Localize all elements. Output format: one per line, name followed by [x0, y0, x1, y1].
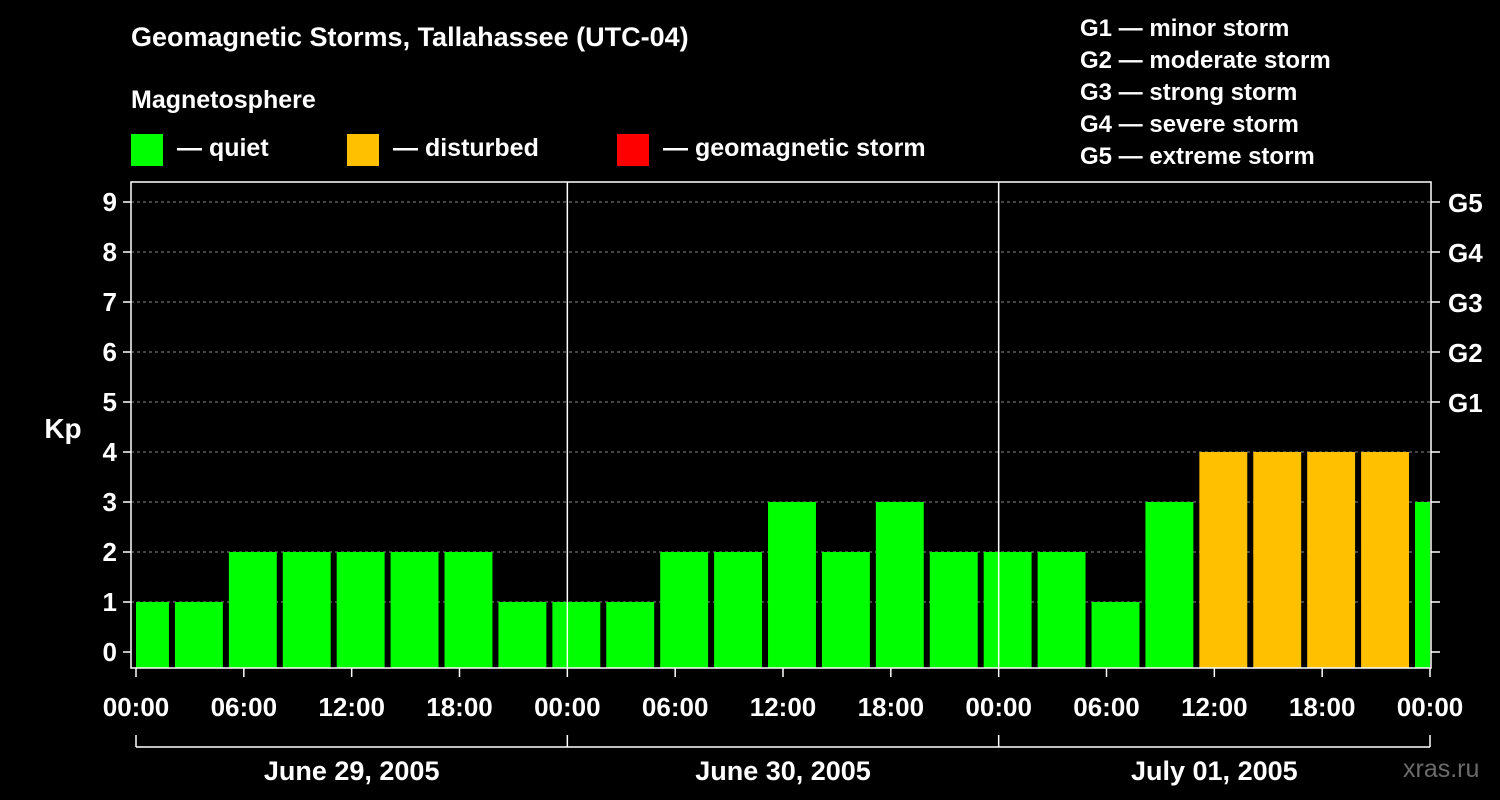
y-tick-label-1: 1: [103, 587, 117, 617]
y-tick-label-8: 8: [103, 237, 117, 267]
x-tick-label-8: 00:00: [965, 692, 1032, 722]
plot-frame: [130, 181, 1432, 669]
y-tick-label-5: 5: [103, 387, 117, 417]
bar-15: [929, 552, 978, 668]
chart-title: Geomagnetic Storms, Tallahassee (UTC-04): [131, 22, 689, 52]
bar-16: [983, 552, 1032, 668]
storm-level-g5: G5 — extreme storm: [1080, 143, 1315, 170]
x-tick-label-4: 00:00: [534, 692, 601, 722]
x-tick-label-11: 18:00: [1289, 692, 1356, 722]
legend-label-storm: — geomagnetic storm: [663, 134, 926, 162]
bar-9: [606, 602, 655, 668]
bar-5: [390, 552, 439, 668]
g-level-label-g4: G4: [1448, 238, 1483, 268]
y-tick-label-2: 2: [103, 537, 117, 567]
bar-8: [552, 602, 601, 668]
legend-label-disturbed: — disturbed: [393, 134, 539, 162]
bar-17: [1037, 552, 1086, 668]
y-tick-label-3: 3: [103, 487, 117, 517]
y-tick-label-4: 4: [103, 437, 118, 467]
legend-label-quiet: — quiet: [177, 134, 269, 162]
date-label-1: June 30, 2005: [695, 756, 871, 786]
x-tick-label-5: 06:00: [642, 692, 709, 722]
x-tick-label-0: 00:00: [103, 692, 170, 722]
bar-24: [1415, 502, 1430, 668]
storm-level-g1: G1 — minor storm: [1080, 15, 1290, 42]
bars: [136, 452, 1430, 668]
x-tick-label-7: 18:00: [858, 692, 925, 722]
bar-21: [1253, 452, 1302, 668]
legend-swatch-quiet: [131, 134, 163, 166]
g-level-label-g5: G5: [1448, 188, 1483, 218]
storm-level-g3: G3 — strong storm: [1080, 79, 1298, 106]
y-tick-label-0: 0: [103, 637, 117, 667]
legend-swatch-storm: [617, 134, 649, 166]
x-tick-label-12: 00:00: [1397, 692, 1464, 722]
date-label-2: July 01, 2005: [1131, 756, 1298, 786]
bar-6: [444, 552, 493, 668]
bar-1: [174, 602, 223, 668]
x-tick-label-6: 12:00: [750, 692, 817, 722]
x-tick-label-9: 06:00: [1073, 692, 1140, 722]
g-level-label-g2: G2: [1448, 338, 1483, 368]
bar-18: [1091, 602, 1140, 668]
storm-level-g4: G4 — severe storm: [1080, 111, 1299, 138]
bar-11: [714, 552, 763, 668]
bar-23: [1361, 452, 1410, 668]
x-tick-label-3: 18:00: [426, 692, 493, 722]
bar-4: [336, 552, 385, 668]
bar-20: [1199, 452, 1248, 668]
y-tick-label-9: 9: [103, 187, 117, 217]
bar-22: [1307, 452, 1356, 668]
y-tick-label-6: 6: [103, 337, 117, 367]
axes: 0 1 2 3 4 5 6 7 8 9 G1 G2 G3 G4 G5 00:00 06:00 12:00 18:00…: [103, 181, 1483, 786]
y-tick-label-7: 7: [103, 287, 117, 317]
bar-13: [821, 552, 870, 668]
x-tick-label-10: 12:00: [1181, 692, 1248, 722]
bar-7: [498, 602, 547, 668]
storm-level-g2: G2 — moderate storm: [1080, 47, 1331, 74]
watermark: xras.ru: [1403, 755, 1480, 783]
chart-subtitle: Magnetosphere: [131, 86, 316, 114]
x-tick-label-1: 06:00: [211, 692, 278, 722]
bar-12: [768, 502, 816, 668]
bar-19: [1145, 502, 1194, 668]
y-axis-label: Kp: [44, 413, 81, 444]
bar-3: [282, 552, 331, 668]
legend-swatch-disturbed: [347, 134, 379, 166]
x-tick-label-2: 12:00: [318, 692, 385, 722]
bar-0: [136, 602, 169, 668]
g-level-label-g3: G3: [1448, 288, 1483, 318]
g-level-label-g1: G1: [1448, 388, 1483, 418]
bar-14: [875, 502, 924, 668]
date-label-0: June 29, 2005: [264, 756, 440, 786]
bar-10: [660, 552, 709, 668]
bar-2: [228, 552, 277, 668]
